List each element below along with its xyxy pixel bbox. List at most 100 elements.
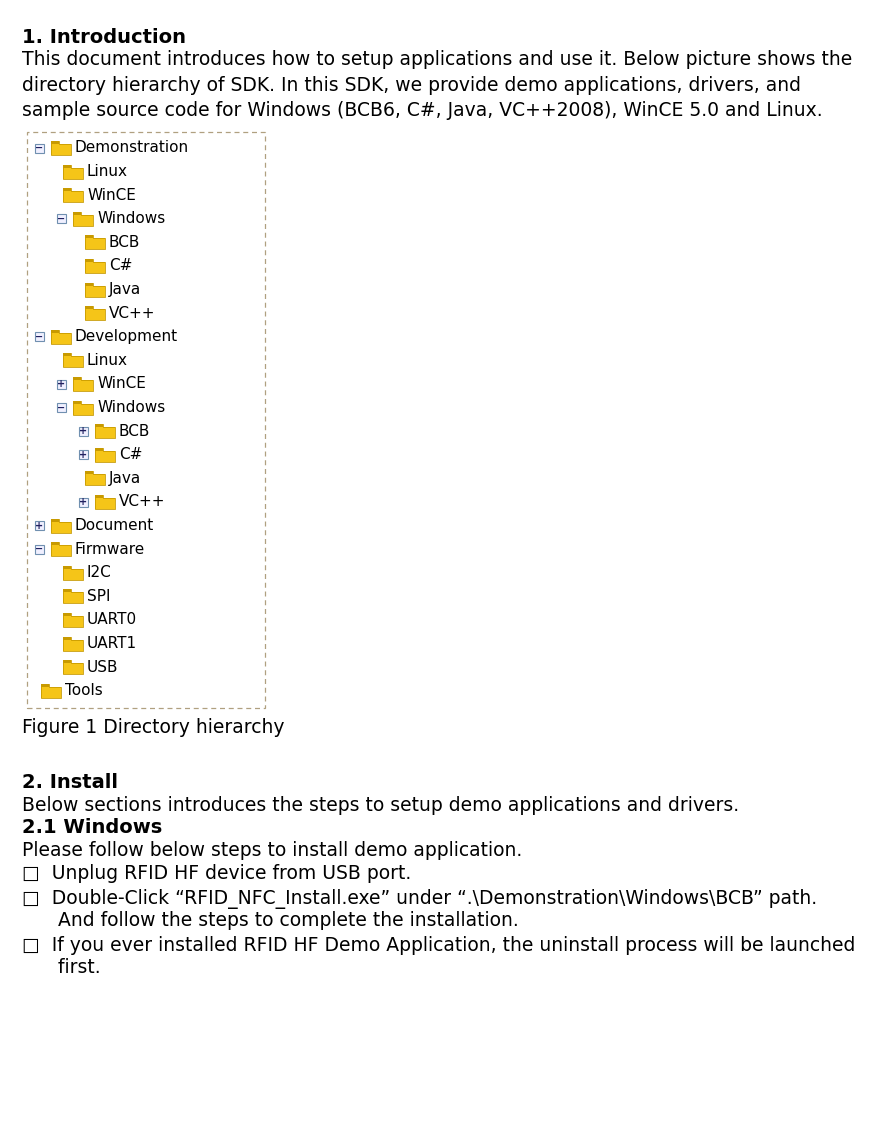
- Text: USB: USB: [87, 660, 119, 675]
- Text: 1. Introduction: 1. Introduction: [22, 27, 186, 47]
- Polygon shape: [85, 259, 93, 262]
- Polygon shape: [63, 664, 83, 674]
- Text: UART0: UART0: [87, 612, 137, 628]
- Polygon shape: [63, 191, 83, 202]
- Text: BCB: BCB: [119, 423, 150, 438]
- Polygon shape: [85, 475, 105, 485]
- Polygon shape: [63, 660, 71, 664]
- Bar: [57, 214, 65, 223]
- Text: Firmware: Firmware: [75, 542, 145, 557]
- Text: SPI: SPI: [87, 589, 111, 604]
- Text: Windows: Windows: [97, 400, 165, 415]
- Text: C#: C#: [109, 259, 133, 273]
- Polygon shape: [63, 165, 71, 168]
- Text: VC++: VC++: [119, 494, 166, 509]
- Polygon shape: [85, 283, 93, 286]
- Text: Figure 1 Directory hierarchy: Figure 1 Directory hierarchy: [22, 718, 285, 738]
- Bar: [35, 143, 44, 152]
- Polygon shape: [95, 447, 103, 451]
- Text: UART1: UART1: [87, 636, 137, 651]
- Polygon shape: [63, 613, 71, 615]
- Text: +: +: [57, 379, 65, 389]
- Polygon shape: [41, 686, 61, 698]
- Polygon shape: [63, 593, 83, 603]
- Text: C#: C#: [119, 447, 142, 462]
- Polygon shape: [63, 168, 83, 178]
- Polygon shape: [51, 141, 59, 144]
- Text: Windows: Windows: [97, 212, 165, 227]
- Text: Java: Java: [109, 283, 141, 297]
- Text: +: +: [79, 427, 87, 436]
- Polygon shape: [95, 427, 115, 438]
- Polygon shape: [85, 238, 105, 249]
- Text: □  Unplug RFID HF device from USB port.: □ Unplug RFID HF device from USB port.: [22, 865, 411, 883]
- Polygon shape: [85, 286, 105, 296]
- Text: Below sections introduces the steps to setup demo applications and drivers.: Below sections introduces the steps to s…: [22, 796, 739, 816]
- Polygon shape: [63, 639, 83, 651]
- Text: Demonstration: Demonstration: [75, 141, 189, 156]
- Polygon shape: [95, 498, 115, 509]
- Text: 2. Install: 2. Install: [22, 773, 118, 793]
- Polygon shape: [63, 589, 71, 593]
- Polygon shape: [51, 329, 59, 333]
- Text: +: +: [79, 450, 87, 460]
- Polygon shape: [63, 189, 71, 191]
- Polygon shape: [51, 518, 59, 522]
- Bar: [35, 545, 44, 554]
- Text: Java: Java: [109, 471, 141, 486]
- Text: And follow the steps to complete the installation.: And follow the steps to complete the ins…: [22, 912, 519, 930]
- Polygon shape: [85, 262, 105, 273]
- Text: −: −: [35, 332, 43, 342]
- Text: □  If you ever installed RFID HF Demo Application, the uninstall process will be: □ If you ever installed RFID HF Demo App…: [22, 937, 856, 955]
- Bar: [35, 522, 44, 530]
- Bar: [57, 403, 65, 412]
- Text: WinCE: WinCE: [97, 376, 146, 391]
- Text: □  Double-Click “RFID_NFC_Install.exe” under “.\Demonstration\Windows\BCB” path.: □ Double-Click “RFID_NFC_Install.exe” un…: [22, 889, 817, 909]
- Polygon shape: [63, 636, 71, 639]
- Text: Linux: Linux: [87, 352, 128, 368]
- Text: I2C: I2C: [87, 565, 112, 580]
- Polygon shape: [51, 333, 71, 344]
- Bar: [79, 427, 87, 436]
- Text: first.: first.: [22, 959, 100, 977]
- Text: −: −: [35, 143, 43, 153]
- Polygon shape: [73, 400, 81, 404]
- Text: Development: Development: [75, 329, 178, 344]
- Text: Document: Document: [75, 518, 155, 533]
- Text: −: −: [35, 545, 43, 554]
- Text: 2.1 Windows: 2.1 Windows: [22, 818, 162, 837]
- Text: BCB: BCB: [109, 235, 141, 249]
- Polygon shape: [63, 615, 83, 627]
- Polygon shape: [73, 380, 93, 391]
- Text: VC++: VC++: [109, 305, 155, 320]
- Bar: [35, 332, 44, 341]
- Text: WinCE: WinCE: [87, 188, 136, 202]
- Text: +: +: [79, 496, 87, 507]
- Polygon shape: [85, 307, 93, 309]
- Polygon shape: [63, 566, 71, 569]
- Polygon shape: [73, 404, 93, 414]
- Bar: [79, 451, 87, 459]
- Polygon shape: [51, 542, 59, 546]
- Polygon shape: [95, 495, 103, 498]
- Text: Please follow below steps to install demo application.: Please follow below steps to install dem…: [22, 841, 522, 860]
- Polygon shape: [51, 546, 71, 556]
- Polygon shape: [51, 144, 71, 154]
- Polygon shape: [41, 684, 49, 686]
- Polygon shape: [51, 522, 71, 533]
- Text: Tools: Tools: [65, 683, 103, 698]
- Bar: [79, 498, 87, 507]
- Polygon shape: [85, 309, 105, 320]
- Text: This document introduces how to setup applications and use it. Below picture sho: This document introduces how to setup ap…: [22, 50, 852, 120]
- Polygon shape: [85, 236, 93, 238]
- Bar: [27, 132, 265, 708]
- Polygon shape: [63, 357, 83, 367]
- Polygon shape: [73, 212, 81, 215]
- Polygon shape: [85, 471, 93, 475]
- Polygon shape: [73, 378, 81, 380]
- Text: −: −: [57, 403, 65, 413]
- Bar: [57, 380, 65, 389]
- Text: +: +: [35, 521, 43, 531]
- Polygon shape: [95, 451, 115, 462]
- Polygon shape: [73, 215, 93, 225]
